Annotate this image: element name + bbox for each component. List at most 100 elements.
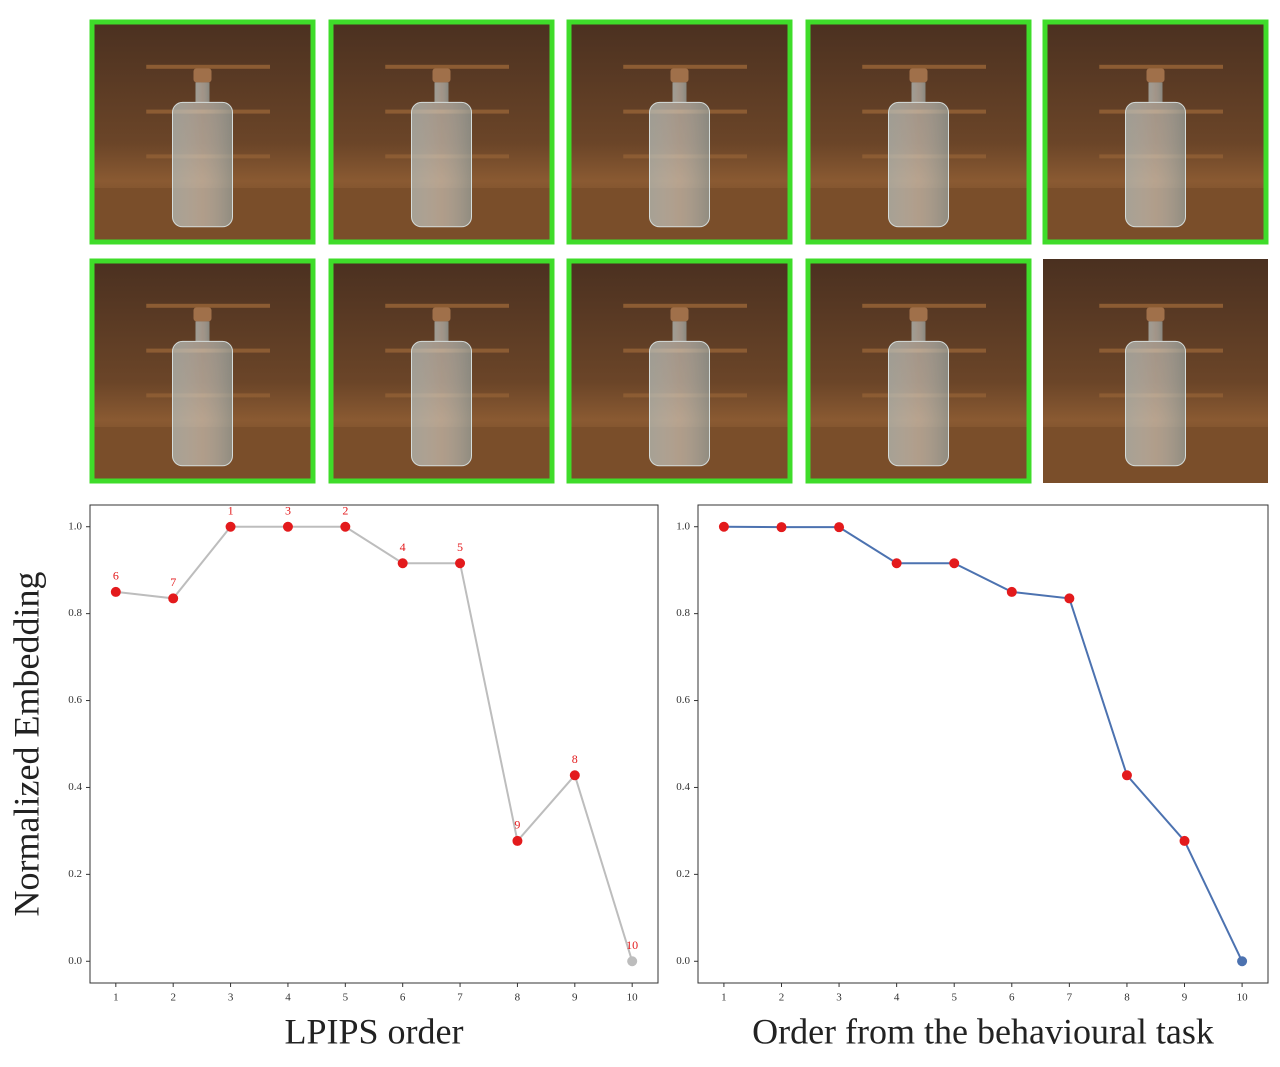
point-label: 1 — [228, 503, 234, 517]
bottle-body — [411, 101, 472, 228]
x-tick-label: 5 — [951, 992, 957, 1004]
bottle-body — [1125, 340, 1186, 467]
shelf-board — [146, 64, 270, 69]
y-tick-label: 0.2 — [68, 868, 82, 880]
x-tick-label: 10 — [627, 992, 639, 1004]
image-frame — [566, 19, 793, 245]
image — [89, 19, 316, 245]
point — [1064, 593, 1075, 604]
x-tick-label: 9 — [1182, 992, 1188, 1004]
bottle-neck — [434, 321, 449, 342]
x-tick-label: 8 — [1124, 992, 1130, 1004]
shelf-board — [623, 64, 747, 69]
x-tick-label: 8 — [515, 992, 521, 1004]
image-frame — [89, 258, 316, 484]
bottle-neck — [1148, 82, 1163, 103]
bottle-cork — [670, 68, 689, 83]
y-tick-label: 0.2 — [676, 868, 690, 880]
bottle-neck — [911, 82, 926, 103]
y-tick-label: 1.0 — [676, 520, 690, 532]
y-tick-label: 0.8 — [68, 607, 82, 619]
bottle-cork — [1146, 307, 1165, 322]
image-frame — [89, 19, 316, 245]
bottle-neck — [195, 321, 210, 342]
image-grid — [89, 19, 1269, 484]
image-frame — [1042, 19, 1269, 245]
bottle-cork — [670, 307, 689, 322]
shelf-board — [862, 64, 986, 69]
x-tick-label: 2 — [170, 992, 176, 1004]
y-tick-label: 0.4 — [68, 781, 82, 793]
point-label: 4 — [400, 540, 406, 554]
shelf-board — [385, 303, 509, 308]
point — [891, 558, 902, 569]
x-tick-label: 7 — [457, 992, 463, 1004]
image-frame — [328, 19, 555, 245]
y-tick-label: 0.6 — [676, 694, 690, 706]
y-tick-label: 1.0 — [68, 520, 82, 532]
bottle-neck — [1148, 321, 1163, 342]
shelf-board — [146, 303, 270, 308]
image-frame — [328, 258, 555, 484]
line — [115, 525, 634, 962]
shelf-board — [623, 303, 747, 308]
shelf-board — [862, 303, 986, 308]
x-tick-label: 4 — [285, 992, 291, 1004]
point-label: 6 — [113, 569, 119, 583]
bottle-body — [649, 340, 710, 467]
x-tick-label: 2 — [779, 992, 785, 1004]
image — [805, 258, 1032, 484]
bottle-neck — [672, 82, 687, 103]
image — [1043, 259, 1268, 483]
bottle-cork — [193, 307, 212, 322]
point-label: 10 — [626, 938, 638, 952]
bottle-body — [411, 340, 472, 467]
plot-frame — [697, 504, 1269, 984]
point — [397, 558, 408, 569]
shelf-board — [1099, 303, 1223, 308]
bottle-body — [172, 101, 233, 228]
point-label: 3 — [285, 503, 291, 517]
bottle-cork — [432, 307, 451, 322]
point — [1179, 835, 1190, 846]
image-frame — [566, 258, 793, 484]
bottle-cork — [432, 68, 451, 83]
point — [834, 522, 845, 533]
image — [566, 258, 793, 484]
x-tick-label: 1 — [113, 992, 119, 1004]
image — [328, 19, 555, 245]
x-tick-label: 10 — [1237, 992, 1249, 1004]
point — [718, 521, 729, 532]
image-frame — [805, 19, 1032, 245]
bottle-cork — [1146, 68, 1165, 83]
point — [1237, 956, 1248, 967]
image — [328, 258, 555, 484]
point — [1006, 586, 1017, 597]
bottle-neck — [911, 321, 926, 342]
bottle-neck — [434, 82, 449, 103]
shelf-board — [1099, 64, 1223, 69]
bottle-cork — [909, 307, 928, 322]
point — [282, 521, 293, 532]
point — [627, 956, 638, 967]
y-tick-label: 0.4 — [676, 781, 690, 793]
point — [455, 558, 466, 569]
point — [776, 522, 787, 533]
image — [89, 258, 316, 484]
bottle-body — [888, 340, 949, 467]
point — [168, 593, 179, 604]
x-tick-label: 6 — [400, 992, 406, 1004]
x-tick-label: 7 — [1067, 992, 1073, 1004]
image — [805, 19, 1032, 245]
point-label: 9 — [514, 818, 520, 832]
y-tick-label: 0.8 — [676, 607, 690, 619]
point-label: 2 — [342, 503, 348, 517]
point — [512, 835, 523, 846]
y-tick-label: 0.6 — [68, 694, 82, 706]
point-label: 8 — [572, 752, 578, 766]
x-tick-label: 1 — [721, 992, 727, 1004]
chart: 0.0 0.2 0.4 0.6 0.8 1.0 1 2 3 4 5 6 7 8 9 10 LPIPS order… — [6, 503, 659, 1051]
bottle-cork — [193, 68, 212, 83]
point — [110, 586, 121, 597]
